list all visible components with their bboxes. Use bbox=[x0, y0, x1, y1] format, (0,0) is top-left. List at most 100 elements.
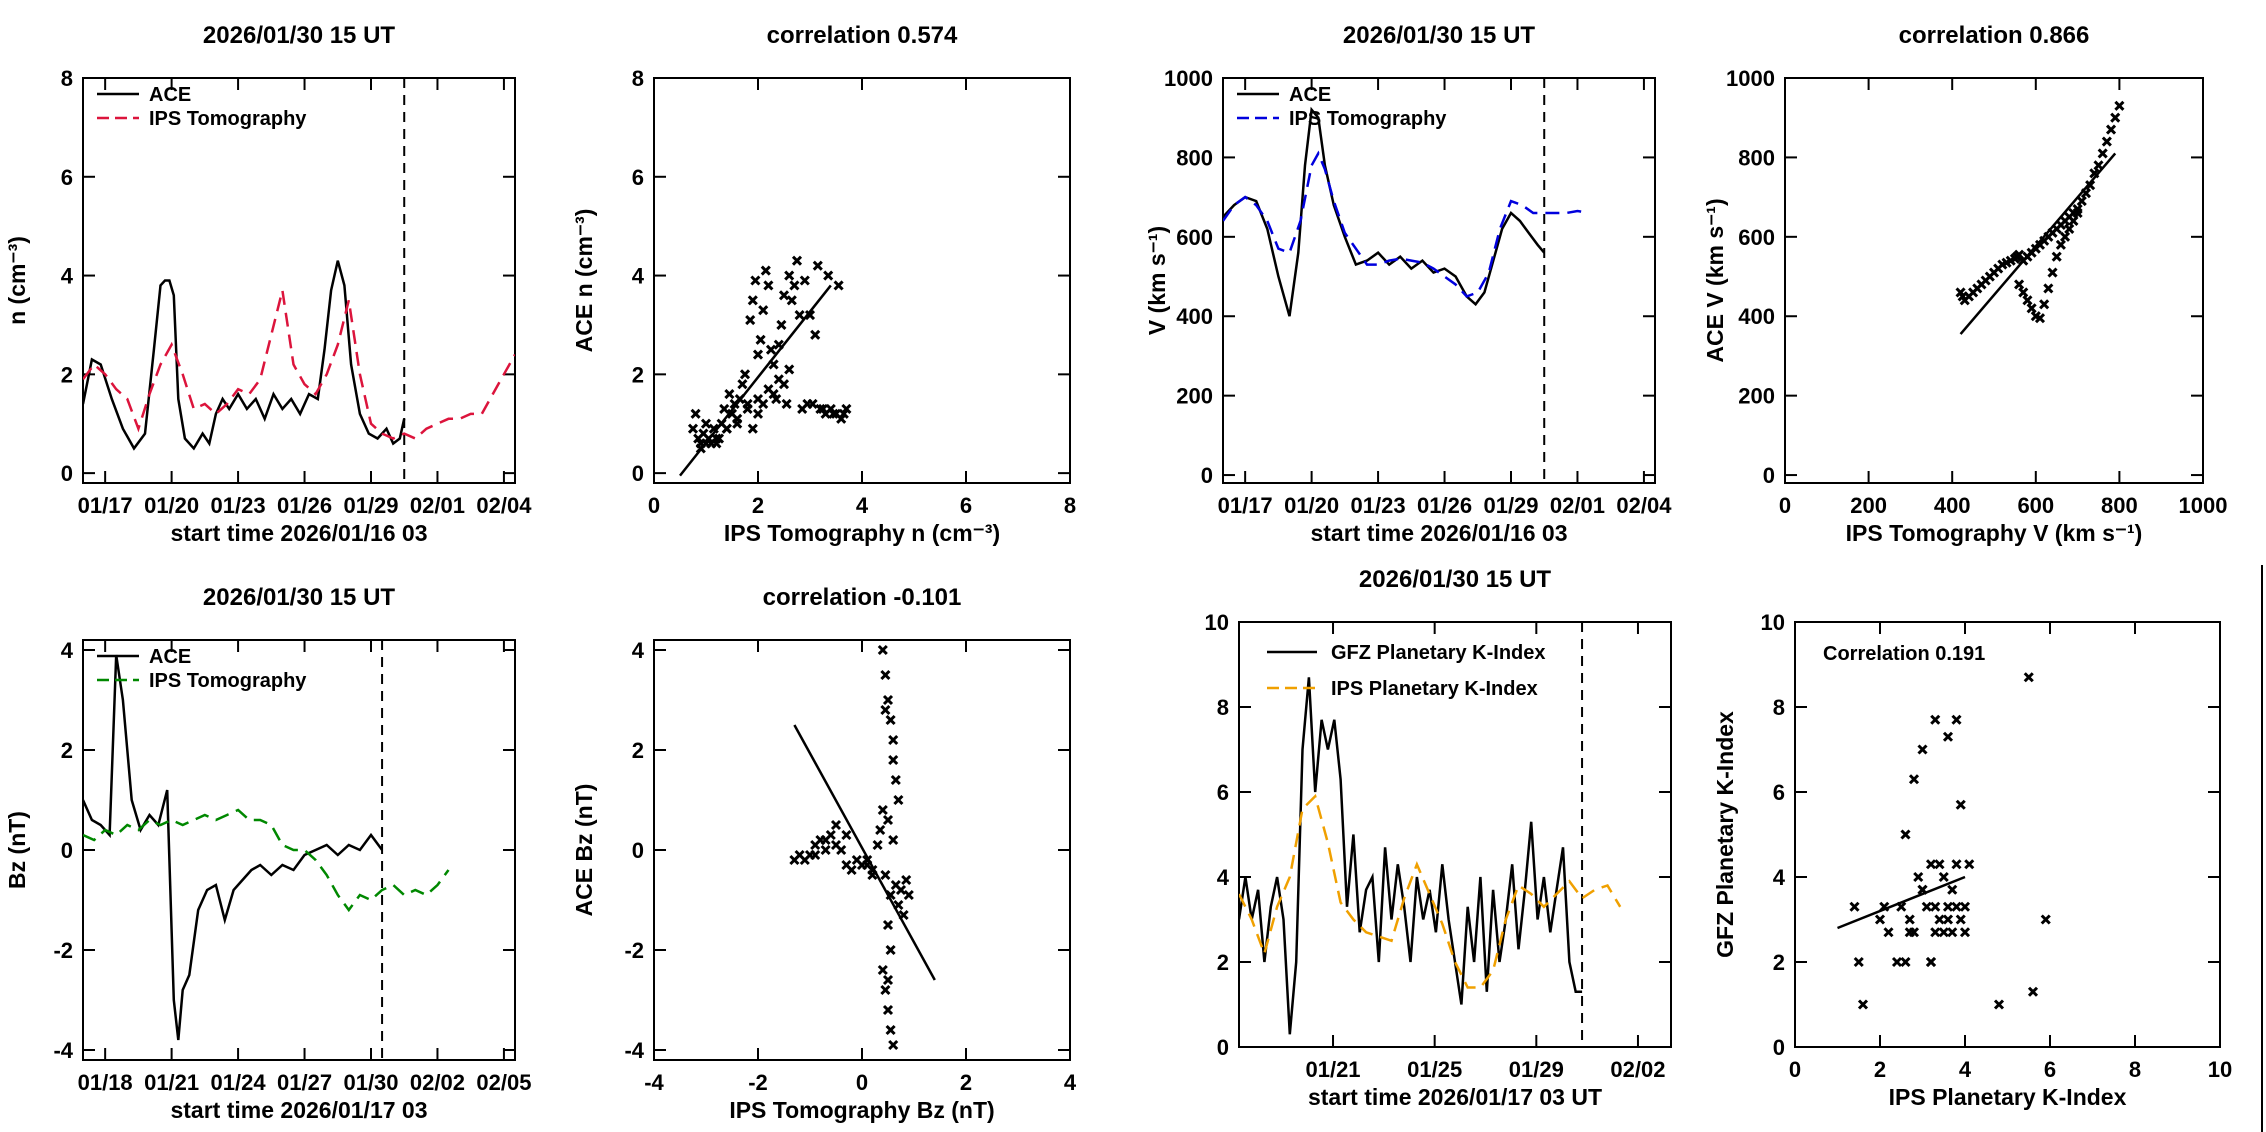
panel-title: correlation 0.866 bbox=[1899, 22, 2090, 49]
regression-line bbox=[793, 724, 936, 981]
x-tick-label: 01/17 bbox=[78, 493, 133, 518]
scatter-point bbox=[888, 734, 899, 746]
scatter-point bbox=[1925, 859, 1937, 870]
panel-bz_sc: -4 -2 0 2 4 -4 -2 0 2 4 correlation -0.101 IPS Tomo… bbox=[571, 584, 1077, 1123]
scatter-point bbox=[789, 280, 800, 291]
scatter-point bbox=[791, 255, 803, 266]
scatter-point bbox=[758, 305, 769, 316]
y-tick-label: 2 bbox=[61, 738, 73, 763]
x-tick-label: 4 bbox=[1959, 1057, 1972, 1082]
x-tick-label: 6 bbox=[960, 493, 972, 518]
scatter-point bbox=[2105, 124, 2117, 135]
y-axis-label: ACE V (km s⁻¹) bbox=[1702, 198, 1728, 362]
y-tick-label: 4 bbox=[1773, 865, 1786, 890]
plot-frame bbox=[1238, 621, 1672, 1048]
x-tick-label: 400 bbox=[1934, 493, 1971, 518]
scatter-point bbox=[2034, 313, 2046, 324]
x-tick-label: -4 bbox=[644, 1070, 664, 1095]
scatter-point bbox=[737, 379, 748, 390]
scatter-point bbox=[882, 919, 894, 931]
scatter-point bbox=[794, 310, 805, 321]
scatter-point bbox=[721, 423, 732, 434]
scatter-point bbox=[838, 408, 849, 419]
legend-label: IPS Planetary K-Index bbox=[1331, 678, 1538, 700]
scatter-point bbox=[836, 844, 847, 856]
scatter-point bbox=[2068, 215, 2079, 227]
scatter-point bbox=[755, 334, 766, 345]
scatter-point bbox=[880, 704, 891, 716]
scatter-point bbox=[2110, 112, 2121, 123]
correlation-annotation: Correlation 0.191 bbox=[1823, 643, 1985, 665]
y-tick-label: 0 bbox=[1773, 1035, 1785, 1060]
x-tick-label: 8 bbox=[1064, 493, 1076, 518]
x-tick-label: 01/17 bbox=[1218, 493, 1273, 518]
y-tick-label: 800 bbox=[1738, 145, 1775, 170]
scatter-point bbox=[877, 644, 888, 656]
panel-n_ts: 01/17 01/20 01/23 01/26 01/29 02/01 02/04 0 2 4 6 8… bbox=[4, 22, 532, 546]
x-axis-label: IPS Tomography n (cm⁻³) bbox=[724, 520, 1000, 546]
scatter-point bbox=[817, 403, 829, 414]
scatter-point bbox=[885, 944, 896, 956]
legend-label: GFZ Planetary K-Index bbox=[1331, 642, 1546, 664]
scatter-point bbox=[1951, 714, 1962, 725]
x-tick-label: 02/02 bbox=[1610, 1057, 1665, 1082]
scatter-point bbox=[1959, 927, 1971, 938]
scatter-point bbox=[895, 884, 907, 896]
x-tick-label: 1000 bbox=[2179, 493, 2228, 518]
scatter-point bbox=[841, 829, 852, 841]
x-tick-label: 02/04 bbox=[1616, 493, 1672, 518]
y-tick-label: -4 bbox=[624, 1038, 644, 1063]
scatter-point bbox=[888, 754, 899, 766]
scatter-point bbox=[2072, 207, 2083, 219]
panel-v_sc: 0 200 400 600 800 1000 0 200 400 600 800 1000 correl… bbox=[1702, 22, 2227, 546]
scatter-point bbox=[1951, 859, 1962, 870]
y-tick-label: 4 bbox=[1217, 865, 1230, 890]
y-axis-label: ACE n (cm⁻³) bbox=[571, 209, 597, 353]
y-tick-label: 600 bbox=[1176, 225, 1213, 250]
y-tick-label: 200 bbox=[1738, 384, 1775, 409]
panel-kp_sc: 0 2 4 6 8 10 0 2 4 6 8 10 IPS Planetary K-Index GFZ P… bbox=[1712, 610, 2232, 1110]
series-line-ace bbox=[83, 654, 384, 1041]
scatter-point bbox=[763, 280, 774, 291]
scatter-point bbox=[2026, 303, 2037, 314]
series-line-ips-tomography bbox=[1223, 150, 1589, 298]
scatter-point bbox=[893, 794, 904, 806]
scatter-point bbox=[1917, 744, 1928, 755]
y-tick-label: 0 bbox=[61, 838, 73, 863]
scatter-point bbox=[1857, 999, 1869, 1010]
x-tick-label: 10 bbox=[2208, 1057, 2232, 1082]
y-tick-label: 4 bbox=[61, 638, 74, 663]
y-tick-label: 2 bbox=[61, 362, 73, 387]
scatter-point bbox=[880, 669, 891, 681]
panel-kp_ts: 01/21 01/25 01/29 02/02 0 2 4 6 8 10 2026/01/30 15… bbox=[1205, 566, 1672, 1110]
x-tick-label: 0 bbox=[1779, 493, 1791, 518]
scatter-point bbox=[2023, 672, 2034, 683]
scatter-point bbox=[752, 408, 764, 419]
legend-label: ACE bbox=[1289, 84, 1331, 106]
scatter-point bbox=[810, 849, 821, 861]
y-tick-label: 600 bbox=[1738, 225, 1775, 250]
scatter-point bbox=[1951, 901, 1962, 912]
scatter-point bbox=[2101, 136, 2112, 147]
scatter-point bbox=[2043, 283, 2054, 294]
panel-title: 2026/01/30 15 UT bbox=[1343, 22, 1535, 49]
x-tick-label: 02/01 bbox=[410, 493, 465, 518]
series-line-ips-planetary-k-index bbox=[1239, 793, 1622, 989]
scatter-point bbox=[2022, 295, 2033, 306]
x-tick-label: 01/20 bbox=[1284, 493, 1339, 518]
y-tick-label: 0 bbox=[632, 461, 644, 486]
x-tick-label: 02/01 bbox=[1550, 493, 1605, 518]
scatter-point bbox=[885, 1024, 896, 1036]
scatter-point bbox=[786, 295, 797, 306]
y-tick-label: -2 bbox=[53, 938, 73, 963]
scatter-point bbox=[2047, 267, 2058, 278]
y-tick-label: 8 bbox=[1773, 695, 1785, 720]
scatter-point bbox=[1938, 871, 1949, 883]
scatter-point bbox=[890, 774, 901, 786]
scatter-point bbox=[745, 314, 756, 326]
scatter-point bbox=[1942, 914, 1954, 925]
x-tick-label: 2 bbox=[960, 1070, 972, 1095]
scatter-point bbox=[1934, 914, 1945, 925]
scatter-point bbox=[833, 280, 844, 291]
